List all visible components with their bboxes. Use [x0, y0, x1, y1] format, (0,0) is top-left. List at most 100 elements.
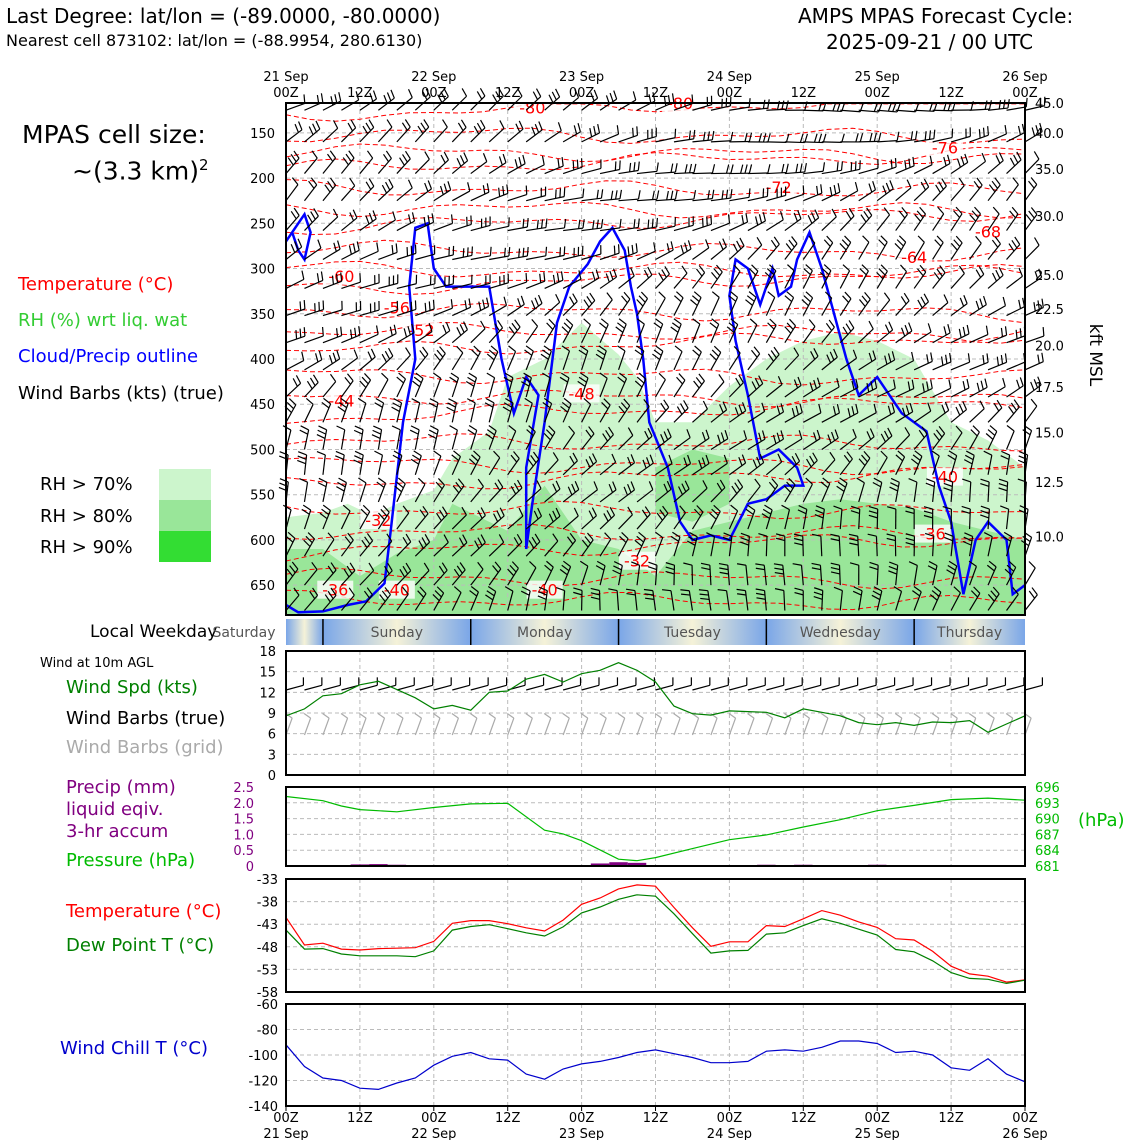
- wind-barb-feather: [632, 91, 637, 101]
- wind-barb-feather: [1037, 376, 1042, 386]
- wind-barb-staff: [562, 515, 579, 530]
- wind-barb-feather: [498, 88, 504, 97]
- wind-barb: [765, 453, 783, 476]
- wind-barb-feather: [775, 537, 785, 542]
- wind-barb-grid: [968, 713, 977, 736]
- wind-barb-staff: [451, 456, 462, 476]
- wind-barb-staff: [562, 300, 578, 317]
- wind-barb-feather: [950, 713, 958, 719]
- wind-barb-feather: [307, 214, 313, 223]
- top-date-tick-label: 23 Sep: [559, 70, 604, 85]
- wind-barb-feather: [752, 459, 758, 469]
- wind-barb-staff: [562, 254, 583, 261]
- wind-barb-feather: [437, 94, 443, 103]
- wind-barb-feather: [813, 133, 818, 143]
- wind-barb-feather: [552, 452, 559, 461]
- wind-barb-staff: [544, 488, 561, 503]
- wind-barb: [729, 188, 751, 202]
- wind-barb-staff: [396, 429, 401, 450]
- wind-barb: [942, 506, 952, 530]
- wind-barb: [525, 121, 543, 143]
- wind-barb-staff: [728, 352, 741, 371]
- wind-barb-feather: [819, 271, 828, 279]
- wind-barb: [304, 208, 319, 231]
- wind-barb: [1006, 377, 1024, 398]
- wind-barb: [801, 291, 814, 316]
- wind-barb: [987, 377, 1006, 398]
- wind-barb-staff: [1024, 384, 1042, 398]
- wind-barb: [636, 318, 645, 343]
- windchill-line: [285, 1040, 1026, 1091]
- wind-barb-feather: [392, 211, 396, 221]
- wind-barb-staff: [599, 350, 607, 371]
- wind-barb-staff: [341, 127, 357, 143]
- wind-barb-feather: [807, 214, 813, 224]
- wind-barb: [962, 478, 972, 502]
- wind-barb: [858, 379, 878, 398]
- wind-barb-feather: [1013, 399, 1020, 408]
- wind-barb-feather: [842, 295, 850, 303]
- wind-barb-feather: [940, 356, 944, 366]
- wind-barb: [341, 241, 360, 261]
- wind-barb-feather: [797, 509, 807, 515]
- wind-barb: [722, 532, 733, 557]
- wind-barb-feather: [903, 292, 910, 302]
- wind-barb: [433, 151, 449, 174]
- wind-barb-true: [821, 677, 840, 691]
- wind-barb-feather: [429, 425, 439, 431]
- wind-barb: [774, 588, 786, 611]
- wind-barb-staff: [670, 590, 675, 611]
- wind-barb-staff: [802, 355, 819, 371]
- wind-barb-staff: [470, 402, 476, 423]
- wind-barb-feather: [813, 591, 823, 596]
- wind-barb-feather: [736, 588, 746, 592]
- wind-barb-feather: [461, 88, 468, 97]
- wind-barb: [359, 348, 376, 371]
- wind-barb: [285, 587, 300, 611]
- wind-barb-true: [710, 677, 729, 691]
- wind-barb-feather: [962, 540, 972, 546]
- wind-barb: [747, 133, 771, 143]
- top-date-tick-label: 26 Sep: [1002, 70, 1047, 85]
- wind-barb: [377, 505, 390, 530]
- wind-barb-staff: [562, 717, 570, 736]
- wind-barb-staff: [692, 172, 713, 175]
- wind-barb-feather: [336, 350, 341, 360]
- wind-barb-staff: [765, 354, 780, 371]
- wind-barb: [913, 426, 928, 450]
- wind-barb-feather: [589, 292, 596, 301]
- wind-barb-feather: [294, 123, 299, 133]
- wind-barb-feather: [608, 426, 614, 435]
- wind-barb-staff: [599, 514, 615, 530]
- wind-barb-staff: [1006, 213, 1019, 231]
- wind-barb-feather: [402, 536, 409, 546]
- wind-barb-feather: [931, 450, 940, 457]
- wind-barb-staff: [932, 565, 938, 586]
- wind-barb: [950, 586, 961, 611]
- wind-barb: [950, 153, 969, 175]
- wind-barb-feather: [659, 509, 666, 518]
- wind-barb-staff: [784, 411, 803, 423]
- wind-barb-feather: [633, 219, 636, 229]
- wind-barb-staff: [415, 684, 433, 691]
- wind-barb-staff: [1006, 385, 1024, 398]
- wind-barb-feather: [711, 271, 718, 280]
- wind-barb: [793, 533, 804, 557]
- wind-barb-feather: [299, 477, 308, 483]
- wind-barb-feather: [683, 400, 689, 409]
- wind-barb-staff: [876, 590, 883, 611]
- wind-barb-staff: [655, 137, 676, 143]
- wind-barb-feather: [502, 153, 507, 163]
- wind-barb-staff: [707, 590, 712, 611]
- wind-barb: [411, 398, 421, 423]
- wind-barb: [415, 213, 435, 232]
- wind-barb: [802, 429, 821, 450]
- wind-barb-feather: [307, 532, 315, 540]
- wind-barb-staff: [599, 717, 607, 736]
- wind-barb: [488, 296, 508, 317]
- wind-barb-feather: [320, 271, 324, 281]
- wind-barb-feather: [405, 533, 412, 543]
- wind-barb: [969, 295, 987, 317]
- wind-barb-feather: [888, 565, 898, 571]
- wind-barb-staff: [745, 565, 749, 586]
